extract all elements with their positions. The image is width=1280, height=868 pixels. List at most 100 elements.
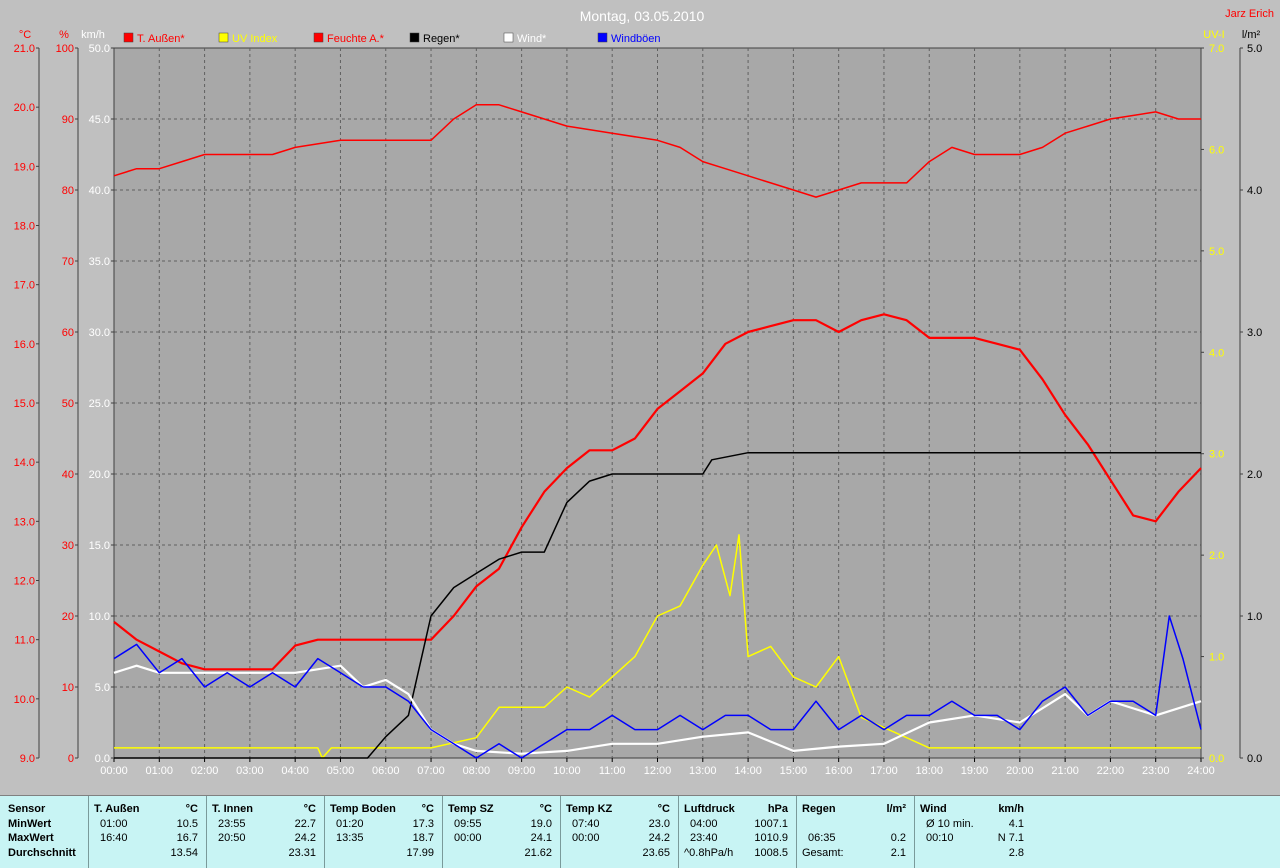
- stats-max-time: 06:35: [808, 832, 836, 844]
- stats-max-value: 16.7: [176, 832, 198, 844]
- stats-col-unit: °C: [539, 803, 552, 815]
- series-line-2: [114, 534, 1201, 759]
- stats-col-unit: °C: [421, 803, 434, 815]
- wind-tick-label: 20.0: [89, 469, 110, 481]
- wind-tick-label: 10.0: [89, 611, 110, 623]
- stats-max-time: 23:40: [690, 832, 718, 844]
- series-layer: [113, 104, 1202, 759]
- legend-swatch: [503, 32, 514, 43]
- x-tick-label: 10:00: [553, 765, 581, 777]
- humidity-tick-label: 10: [62, 682, 74, 694]
- wind-tick-label: 25.0: [89, 398, 110, 410]
- row-label-sensor: Sensor: [8, 803, 46, 815]
- stats-col-unit: l/m²: [886, 803, 906, 815]
- stats-avg-value: 21.62: [524, 847, 552, 859]
- rain-tick-label: 5.0: [1247, 43, 1262, 55]
- row-label-min: MinWert: [8, 818, 52, 830]
- series-line-3: [114, 451, 1201, 759]
- humidity-tick-label: 30: [62, 540, 74, 552]
- stats-avg-value: 23.31: [288, 847, 316, 859]
- weather-chart: Montag, 03.05.2010 Jarz Erich T. Außen* U…: [14, 8, 1274, 777]
- humidity-tick-label: 70: [62, 256, 74, 268]
- humidity-tick-label: 20: [62, 611, 74, 623]
- axis-units: °C% km/h UV-I l/m²: [19, 29, 1261, 41]
- humidity-tick-label: 90: [62, 114, 74, 126]
- stats-min-value: 22.7: [294, 818, 316, 830]
- stats-col-name: Luftdruck: [684, 803, 735, 815]
- legend-swatch: [123, 32, 134, 43]
- unit-humidity: %: [59, 29, 69, 41]
- temp-tick-label: 20.0: [14, 102, 35, 114]
- rain-tick-label: 3.0: [1247, 327, 1262, 339]
- series-line-5: [113, 615, 1202, 759]
- legend-label: UV Index: [232, 33, 278, 45]
- legend-swatch: [218, 32, 229, 43]
- row-label-avg: Durchschnitt: [8, 847, 76, 859]
- wind-tick-label: 0.0: [95, 753, 110, 765]
- stats-min-time: 01:20: [336, 818, 364, 830]
- stats-max-time: 00:00: [572, 832, 600, 844]
- legend-label: Windböen: [611, 33, 661, 45]
- legend-label: Regen*: [423, 33, 460, 45]
- series-line-4: [113, 664, 1202, 755]
- chart-title: Montag, 03.05.2010: [580, 8, 705, 24]
- x-tick-label: 09:00: [508, 765, 536, 777]
- stats-col: Luftdruck hPa 04:00 1007.1 23:40 1010.9 ^0.8hP…: [678, 796, 797, 868]
- stats-max-value: N 7.1: [997, 832, 1024, 844]
- legend-swatch: [597, 32, 608, 43]
- wind-tick-label: 5.0: [95, 682, 110, 694]
- stats-min-value: 17.3: [412, 818, 434, 830]
- humidity-tick-label: 0: [68, 753, 74, 765]
- stats-min-time: 23:55: [218, 818, 246, 830]
- stats-col-name: T. Außen: [94, 803, 140, 815]
- temp-tick-label: 18.0: [14, 221, 35, 233]
- stats-col: T. Innen °C 23:55 22.7 20:50 24.2 23.31: [206, 796, 325, 868]
- uv-tick-label: 7.0: [1209, 43, 1224, 55]
- x-tick-label: 06:00: [372, 765, 400, 777]
- temp-tick-label: 14.0: [14, 457, 35, 469]
- x-tick-label: 23:00: [1142, 765, 1170, 777]
- unit-uv: UV-I: [1203, 29, 1224, 41]
- x-tick-label: 12:00: [644, 765, 672, 777]
- stats-max-value: 18.7: [412, 832, 434, 844]
- uv-tick-label: 1.0: [1209, 652, 1224, 664]
- temp-tick-label: 15.0: [14, 398, 35, 410]
- legend: T. Außen* UV Index Feuchte A.* Regen* Wind* W…: [123, 32, 661, 45]
- humidity-tick-label: 80: [62, 185, 74, 197]
- uv-tick-label: 3.0: [1209, 449, 1224, 461]
- stats-min-value: 10.5: [176, 818, 198, 830]
- stats-avg-label: ^0.8hPa/h: [684, 847, 734, 859]
- stats-col-name: Wind: [920, 803, 947, 815]
- grid: [114, 48, 1201, 758]
- temp-tick-label: 17.0: [14, 280, 35, 292]
- x-tick-label: 07:00: [417, 765, 445, 777]
- stats-avg-value: 17.99: [406, 847, 434, 859]
- x-tick-label: 24:00: [1187, 765, 1215, 777]
- stats-min-time: 09:55: [454, 818, 482, 830]
- rain-tick-label: 2.0: [1247, 469, 1262, 481]
- stats-avg-value: 23.65: [642, 847, 670, 859]
- row-label-max: MaxWert: [8, 832, 54, 844]
- x-tick-label: 14:00: [734, 765, 762, 777]
- stats-max-time: 00:00: [454, 832, 482, 844]
- wind-tick-label: 40.0: [89, 185, 110, 197]
- legend-label: Feuchte A.*: [327, 33, 385, 45]
- unit-wind: km/h: [81, 29, 105, 41]
- stats-panel: Sensor MinWert MaxWert Durchschnitt T. A…: [0, 795, 1280, 868]
- x-tick-label: 08:00: [463, 765, 491, 777]
- legend-label: T. Außen*: [137, 33, 185, 45]
- uv-tick-label: 0.0: [1209, 753, 1224, 765]
- author-label: Jarz Erich: [1225, 8, 1274, 20]
- stats-col-name: Temp Boden: [330, 803, 396, 815]
- axes: 00:00 01:00 02:00 03:00 04:00 05:00 06:00 07:00…: [14, 43, 1263, 777]
- wind-tick-label: 15.0: [89, 540, 110, 552]
- x-tick-label: 01:00: [146, 765, 174, 777]
- legend-swatch: [313, 32, 324, 43]
- x-tick-label: 17:00: [870, 765, 898, 777]
- stats-avg-value: 2.1: [890, 847, 906, 859]
- x-tick-label: 19:00: [961, 765, 989, 777]
- stats-max-value: 24.1: [530, 832, 552, 844]
- temp-tick-label: 16.0: [14, 339, 35, 351]
- rain-tick-label: 4.0: [1247, 185, 1262, 197]
- stats-max-value: 1010.9: [754, 832, 788, 844]
